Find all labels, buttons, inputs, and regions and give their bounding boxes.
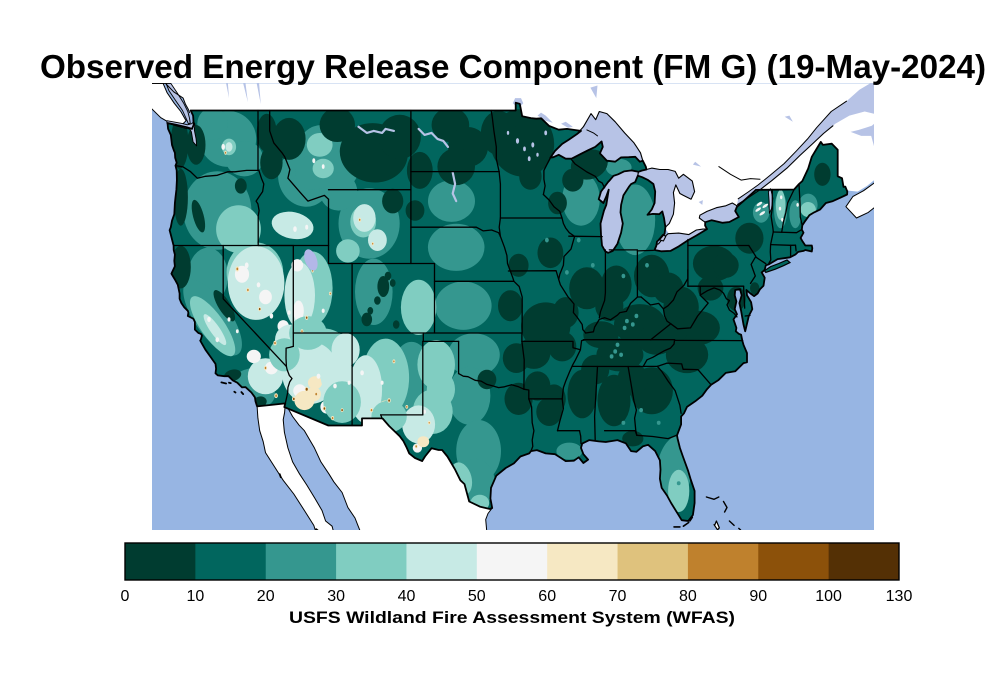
svg-text:130: 130 [886, 588, 913, 605]
svg-text:40: 40 [398, 588, 416, 605]
svg-text:Observed Energy Release Compon: Observed Energy Release Component (FM G)… [40, 49, 986, 86]
svg-text:50: 50 [468, 588, 486, 605]
svg-text:20: 20 [257, 588, 275, 605]
svg-text:80: 80 [679, 588, 697, 605]
svg-text:0: 0 [121, 588, 130, 605]
svg-text:100: 100 [815, 588, 842, 605]
svg-text:70: 70 [609, 588, 627, 605]
svg-text:90: 90 [749, 588, 767, 605]
svg-text:30: 30 [327, 588, 345, 605]
svg-text:10: 10 [187, 588, 205, 605]
svg-text:USFS Wildland Fire Assessment: USFS Wildland Fire Assessment System (WF… [289, 609, 735, 627]
svg-text:60: 60 [538, 588, 556, 605]
